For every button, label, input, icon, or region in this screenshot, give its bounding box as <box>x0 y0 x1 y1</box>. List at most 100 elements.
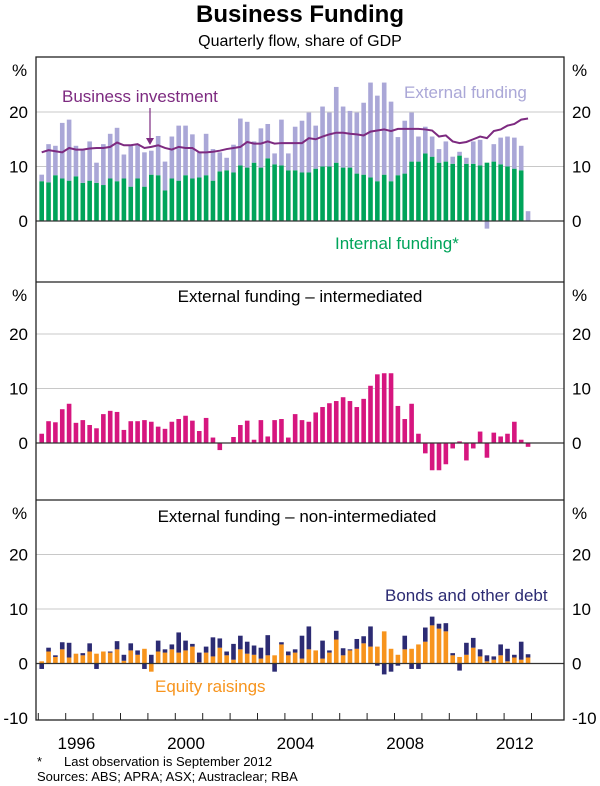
bar-bonds <box>128 643 134 651</box>
bar-external-funding <box>39 174 44 182</box>
bar-internal-funding <box>203 175 209 221</box>
bar-external-funding <box>443 141 449 162</box>
bar-intermediated <box>101 414 106 443</box>
bar-bonds <box>381 663 387 675</box>
bar-intermediated <box>423 443 428 454</box>
bar-intermediated <box>244 420 250 443</box>
bar-equity <box>272 655 277 664</box>
bar-intermediated <box>128 421 134 443</box>
bar-internal-funding <box>251 162 257 221</box>
bar-equity <box>238 649 243 664</box>
bar-intermediated <box>498 436 503 443</box>
bar-internal-funding <box>210 180 216 221</box>
bar-internal-funding <box>368 177 373 221</box>
bar-intermediated <box>518 439 524 443</box>
bar-external-funding <box>512 137 517 169</box>
bar-external-funding <box>183 125 188 176</box>
bar-equity <box>518 659 524 664</box>
bar-intermediated <box>375 374 380 443</box>
bar-internal-funding <box>327 166 332 221</box>
bar-intermediated <box>409 403 414 443</box>
bar-internal-funding <box>429 156 435 221</box>
footnote: Last observation is September 2012 <box>64 754 272 769</box>
y-tick-label-right: 20 <box>572 103 591 122</box>
bar-external-funding <box>306 112 312 173</box>
bar-intermediated <box>162 428 168 443</box>
bar-equity <box>39 661 44 664</box>
label-external-funding: External funding <box>404 83 527 102</box>
bar-internal-funding <box>286 170 291 221</box>
bar-equity <box>423 641 428 664</box>
bar-external-funding <box>477 139 483 166</box>
bar-intermediated <box>114 411 120 443</box>
bar-internal-funding <box>443 161 449 221</box>
bar-external-funding <box>142 152 147 187</box>
bar-bonds <box>340 648 346 656</box>
y-tick-label-left: -10 <box>3 709 28 728</box>
bar-internal-funding <box>340 167 346 221</box>
bar-equity <box>66 657 72 664</box>
bar-intermediated <box>491 432 497 443</box>
bar-equity <box>87 651 92 664</box>
bar-equity <box>142 648 147 664</box>
bar-intermediated <box>59 409 65 443</box>
bar-bonds <box>327 650 332 653</box>
bar-external-funding <box>395 137 401 176</box>
bar-external-funding <box>505 136 510 167</box>
bar-equity <box>121 660 127 664</box>
bar-intermediated <box>464 443 469 461</box>
bar-internal-funding <box>196 177 202 221</box>
bar-internal-funding <box>279 165 284 221</box>
bar-bonds <box>333 630 339 640</box>
bar-bonds <box>176 632 181 653</box>
bar-bonds <box>299 635 305 659</box>
bar-external-funding <box>402 120 408 174</box>
bar-equity <box>149 663 154 672</box>
bar-equity <box>402 649 408 664</box>
bar-external-funding <box>176 125 181 181</box>
bar-bonds <box>39 663 44 669</box>
bar-bonds <box>169 644 175 650</box>
bar-bonds <box>436 623 442 629</box>
bar-bonds <box>59 642 65 650</box>
bar-intermediated <box>169 421 175 443</box>
bar-equity <box>244 653 250 664</box>
bar-intermediated <box>272 420 277 443</box>
bar-equity <box>217 647 223 664</box>
bar-equity <box>409 648 414 664</box>
bar-equity <box>470 647 476 664</box>
y-tick-label-right: 20 <box>572 325 591 344</box>
bar-intermediated <box>361 398 366 443</box>
bar-bonds <box>224 651 229 656</box>
bar-internal-funding <box>354 173 360 221</box>
bar-external-funding <box>121 154 127 179</box>
bar-internal-funding <box>53 175 58 221</box>
bar-external-funding <box>409 112 414 162</box>
bar-bonds <box>423 627 428 642</box>
bar-intermediated <box>238 425 243 443</box>
bar-intermediated <box>388 373 394 443</box>
label-business-investment: Business investment <box>62 87 218 106</box>
bar-external-funding <box>491 144 497 162</box>
y-tick-label-right: 10 <box>572 380 591 399</box>
bar-intermediated <box>258 420 264 443</box>
bar-intermediated <box>87 425 92 443</box>
bar-intermediated <box>395 405 401 443</box>
bar-equity <box>327 652 332 664</box>
bar-bonds <box>443 623 449 632</box>
bar-external-funding <box>107 133 113 179</box>
bar-external-funding <box>375 95 380 182</box>
bar-external-funding <box>347 110 353 168</box>
bar-equity <box>381 631 387 664</box>
bar-bonds <box>217 638 223 648</box>
bar-internal-funding <box>512 168 517 221</box>
bar-internal-funding <box>484 162 490 221</box>
bar-bonds <box>53 655 58 657</box>
bar-intermediated <box>183 415 188 443</box>
bar-intermediated <box>347 401 353 443</box>
bar-internal-funding <box>299 172 305 221</box>
bar-internal-funding <box>101 185 106 221</box>
bar-intermediated <box>333 401 339 443</box>
bar-external-funding <box>313 125 318 169</box>
